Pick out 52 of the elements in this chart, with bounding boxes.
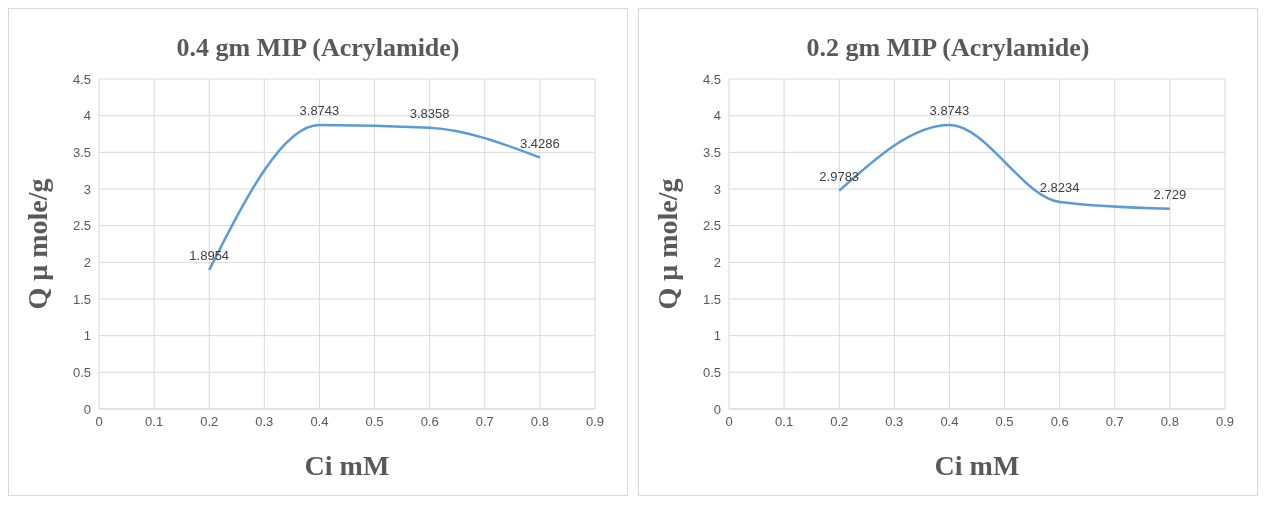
y-tick-label: 3	[83, 181, 91, 197]
x-tick-label: 0.9	[585, 414, 605, 430]
chart-title: 0.4 gm MIP (Acrylamide)	[175, 33, 461, 64]
y-tick-label: 2.5	[72, 218, 91, 234]
y-tick-label: 2.5	[702, 218, 721, 234]
y-tick-label: 2	[83, 254, 91, 270]
y-tick-label: 0.5	[702, 364, 721, 380]
y-tick-label: 0.5	[72, 364, 91, 380]
y-tick-label: 0	[83, 401, 91, 417]
x-tick-label: 0.1	[775, 414, 794, 430]
x-tick-label: 0.6	[1050, 414, 1069, 430]
y-axis-title: Q μ mole/g	[21, 178, 53, 310]
y-tick-label: 0	[713, 401, 721, 417]
x-tick-label: 0	[95, 414, 103, 430]
x-tick-label: 0.4	[940, 414, 959, 430]
x-axis-title: Ci mM	[304, 450, 390, 481]
x-tick-label: 0	[725, 414, 733, 430]
x-tick-label: 0.7	[475, 414, 494, 430]
data-label: 3.8358	[409, 105, 450, 121]
y-tick-label: 4	[713, 108, 721, 124]
x-tick-label: 0.1	[145, 414, 164, 430]
x-tick-label: 0.5	[365, 414, 384, 430]
x-tick-label: 0.5	[995, 414, 1014, 430]
x-tick-label: 0.2	[830, 414, 849, 430]
y-tick-label: 3.5	[702, 144, 721, 160]
x-tick-label: 0.4	[310, 414, 329, 430]
y-tick-label: 3.5	[72, 144, 91, 160]
y-tick-label: 1.5	[702, 291, 721, 307]
y-axis-title: Q μ mole/g	[651, 178, 683, 310]
y-tick-label: 4	[83, 108, 91, 124]
x-tick-label: 0.6	[420, 414, 439, 430]
y-tick-label: 4.5	[72, 71, 91, 87]
x-tick-label: 0.9	[1215, 414, 1235, 430]
y-tick-label: 3	[713, 181, 721, 197]
x-tick-label: 0.3	[255, 414, 274, 430]
data-label: 2.729	[1153, 186, 1187, 202]
data-label: 2.8234	[1039, 179, 1080, 195]
data-label: 3.8743	[929, 102, 970, 118]
y-tick-label: 4.5	[702, 71, 721, 87]
data-label: 3.8743	[299, 102, 340, 118]
x-tick-label: 0.8	[1160, 414, 1179, 430]
x-axis-title: Ci mM	[934, 450, 1020, 481]
x-tick-label: 0.2	[200, 414, 219, 430]
y-tick-label: 1.5	[72, 291, 91, 307]
chart-title: 0.2 gm MIP (Acrylamide)	[805, 33, 1091, 64]
data-label: 3.4286	[520, 135, 560, 151]
x-tick-label: 0.7	[1105, 414, 1124, 430]
x-tick-label: 0.8	[530, 414, 549, 430]
y-tick-label: 1	[713, 328, 721, 344]
y-tick-label: 1	[83, 328, 91, 344]
y-tick-label: 2	[713, 254, 721, 270]
x-tick-label: 0.3	[885, 414, 904, 430]
